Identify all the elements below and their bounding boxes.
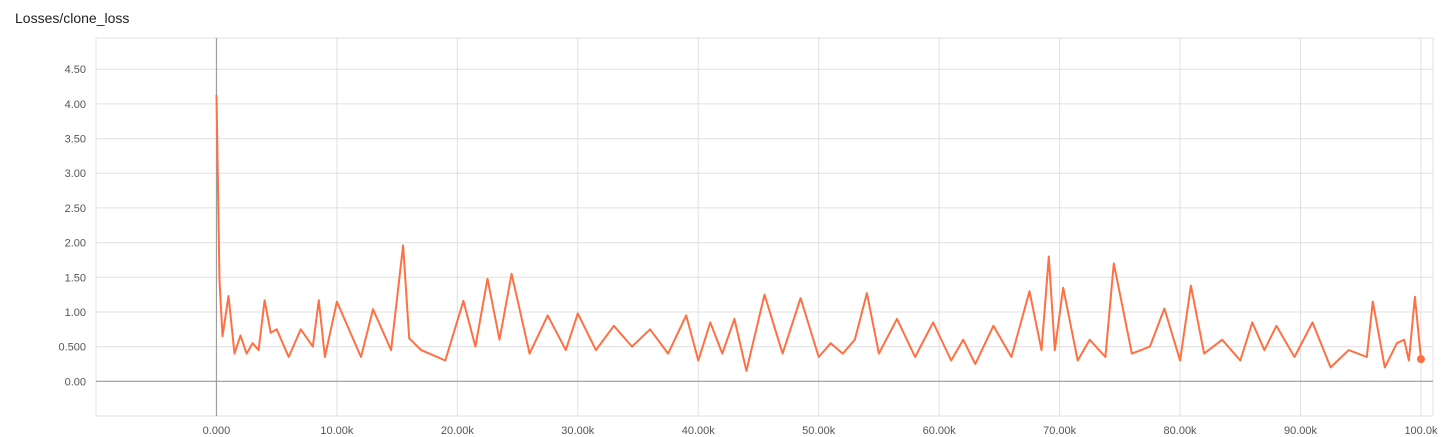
y-tick-label: 4.00 xyxy=(65,99,86,111)
tick-labels: 0.000 10.00k 20.00k 30.00k 40.00k 50.00k 60.00… xyxy=(58,64,1437,437)
x-tick-label: 0.000 xyxy=(203,425,231,437)
x-tick-label: 90.00k xyxy=(1284,425,1318,437)
chart-title: Losses/clone_loss xyxy=(15,10,130,26)
x-tick-label: 40.00k xyxy=(682,425,716,437)
x-tick-label: 60.00k xyxy=(923,425,957,437)
y-tick-label: 3.00 xyxy=(65,168,86,180)
y-tick-label: 2.50 xyxy=(65,203,86,215)
y-tick-label: 1.50 xyxy=(65,272,86,284)
axes xyxy=(96,38,1433,416)
grid xyxy=(95,37,1434,417)
x-tick-label: 10.00k xyxy=(320,425,354,437)
x-tick-label: 30.00k xyxy=(561,425,595,437)
last-point-marker xyxy=(1416,355,1425,364)
series-layer xyxy=(215,94,1425,372)
y-tick-label: 1.00 xyxy=(65,307,86,319)
y-tick-label: 0.00 xyxy=(65,376,86,388)
x-tick-label: 100.0k xyxy=(1404,425,1438,437)
x-tick-label: 50.00k xyxy=(802,425,836,437)
series-line xyxy=(215,94,1422,372)
y-tick-label: 3.50 xyxy=(65,134,86,146)
y-tick-label: 2.00 xyxy=(65,238,86,250)
x-tick-label: 80.00k xyxy=(1164,425,1198,437)
y-tick-label: 4.50 xyxy=(65,64,86,76)
x-tick-label: 20.00k xyxy=(441,425,475,437)
x-tick-label: 70.00k xyxy=(1043,425,1077,437)
y-tick-label: 0.500 xyxy=(58,342,86,354)
